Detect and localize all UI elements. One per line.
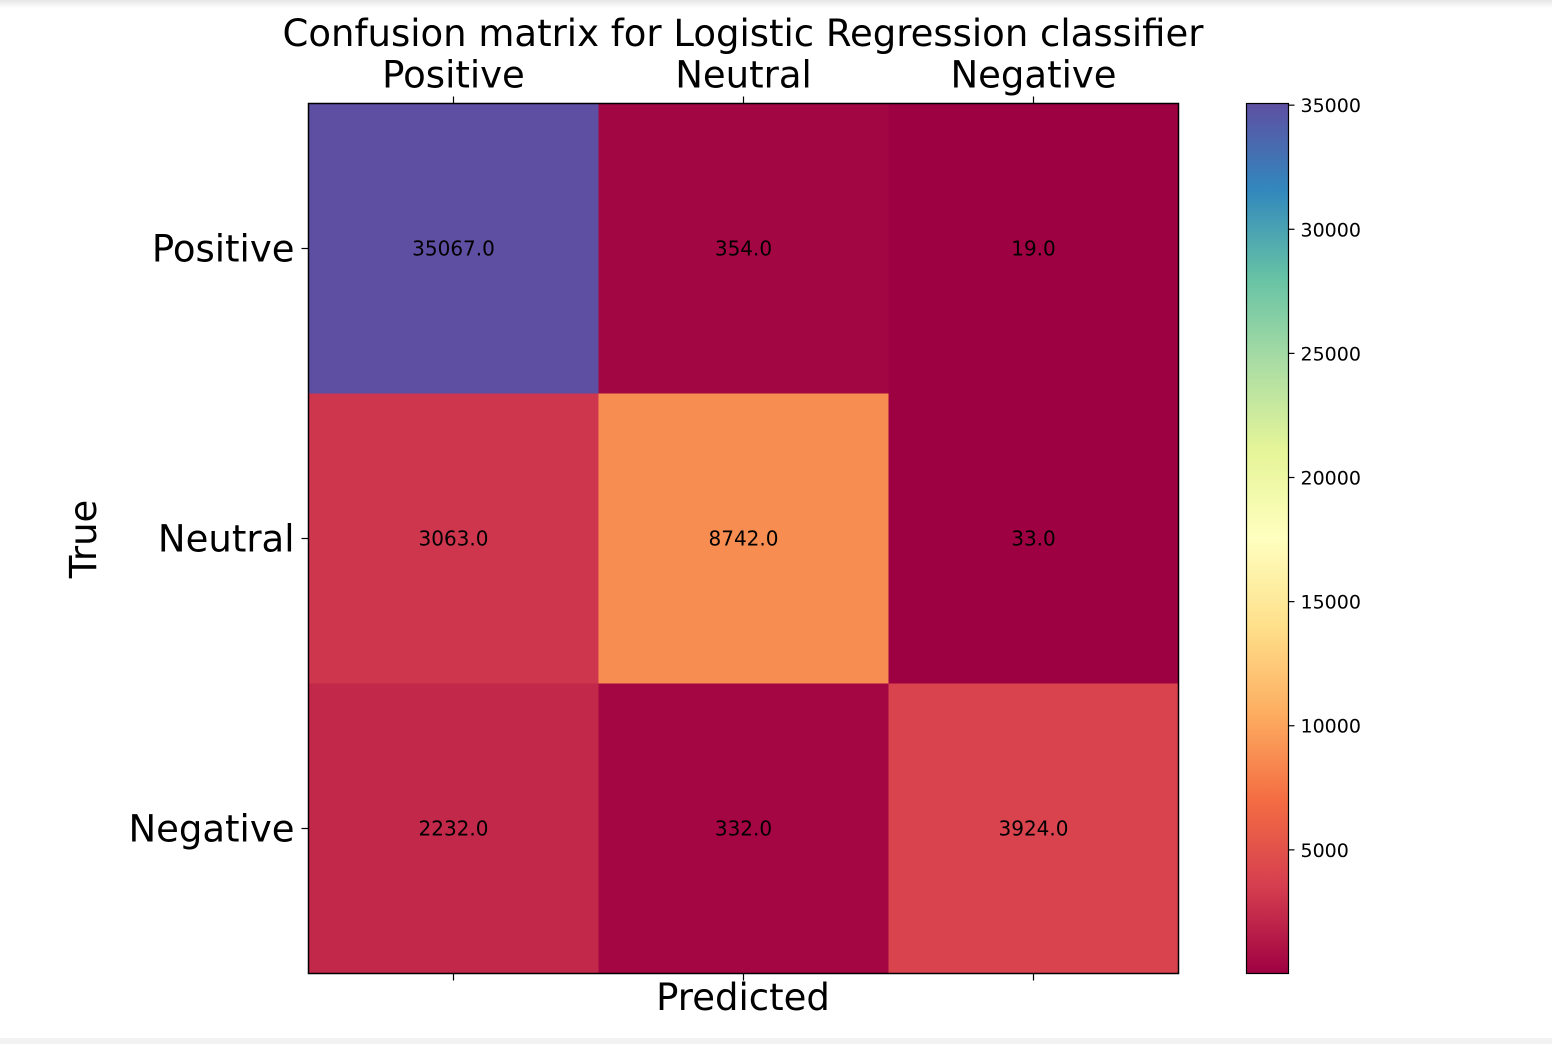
heatmap-cell xyxy=(308,393,599,684)
heatmap-cell xyxy=(888,393,1179,684)
heatmap-cell xyxy=(598,393,889,684)
x-tick-label: Negative xyxy=(950,54,1116,97)
heatmap-cell-labels: 35067.0 354.0 19.0 3063.0 8742.0 33.0 2232.0 33… xyxy=(412,237,1068,841)
y-tick-label: Positive xyxy=(152,228,295,271)
confusion-matrix-chart: Confusion matrix for Logistic Regression… xyxy=(62,12,1361,1019)
x-axis-ticks: Positive Neutral Negative xyxy=(382,54,1117,981)
heatmap-cell-label: 2232.0 xyxy=(419,817,489,841)
y-axis-label: True xyxy=(62,500,105,580)
colorbar-tick-label: 5000 xyxy=(1301,840,1349,862)
heatmap-cell-label: 33.0 xyxy=(1011,527,1056,551)
heatmap-cell xyxy=(598,683,889,974)
colorbar xyxy=(1245,102,1290,975)
heatmap-cell-label: 8742.0 xyxy=(709,527,779,551)
colorbar-tick-label: 25000 xyxy=(1301,343,1361,365)
heatmap-cell-label: 3924.0 xyxy=(999,817,1069,841)
heatmap-cell xyxy=(598,103,889,394)
output-frame: Confusion matrix for Logistic Regression… xyxy=(0,8,1552,1038)
heatmap-cell-label: 3063.0 xyxy=(419,527,489,551)
heatmap-cell xyxy=(888,103,1179,394)
colorbar-ticks: 5000 10000 15000 20000 25000 30000 35000 xyxy=(1288,95,1361,862)
x-axis-label: Predicted xyxy=(656,976,830,1019)
colorbar-tick-label: 30000 xyxy=(1301,219,1361,241)
colorbar-tick-label: 10000 xyxy=(1301,716,1361,738)
heatmap-cell xyxy=(308,103,599,394)
window-top-edge xyxy=(0,0,1552,8)
chart-title: Confusion matrix for Logistic Regression… xyxy=(283,12,1205,55)
heatmap-cell-label: 354.0 xyxy=(715,237,772,261)
colorbar-tick-label: 15000 xyxy=(1301,592,1361,614)
y-tick-label: Negative xyxy=(128,808,294,851)
y-axis-ticks: Positive Neutral Negative xyxy=(128,228,309,851)
x-tick-label: Neutral xyxy=(675,54,812,97)
x-tick-label: Positive xyxy=(382,54,525,97)
heatmap-cell xyxy=(308,683,599,974)
colorbar-tick-label: 35000 xyxy=(1301,95,1361,117)
heatmap-cells xyxy=(308,103,1179,974)
heatmap-cell-label: 332.0 xyxy=(715,817,772,841)
heatmap-cell-label: 35067.0 xyxy=(412,237,495,261)
window-bottom-edge xyxy=(0,1038,1552,1044)
y-tick-label: Neutral xyxy=(158,518,295,561)
colorbar-tick-label: 20000 xyxy=(1301,468,1361,490)
heatmap-cell-label: 19.0 xyxy=(1011,237,1056,261)
heatmap-cell xyxy=(888,683,1179,974)
